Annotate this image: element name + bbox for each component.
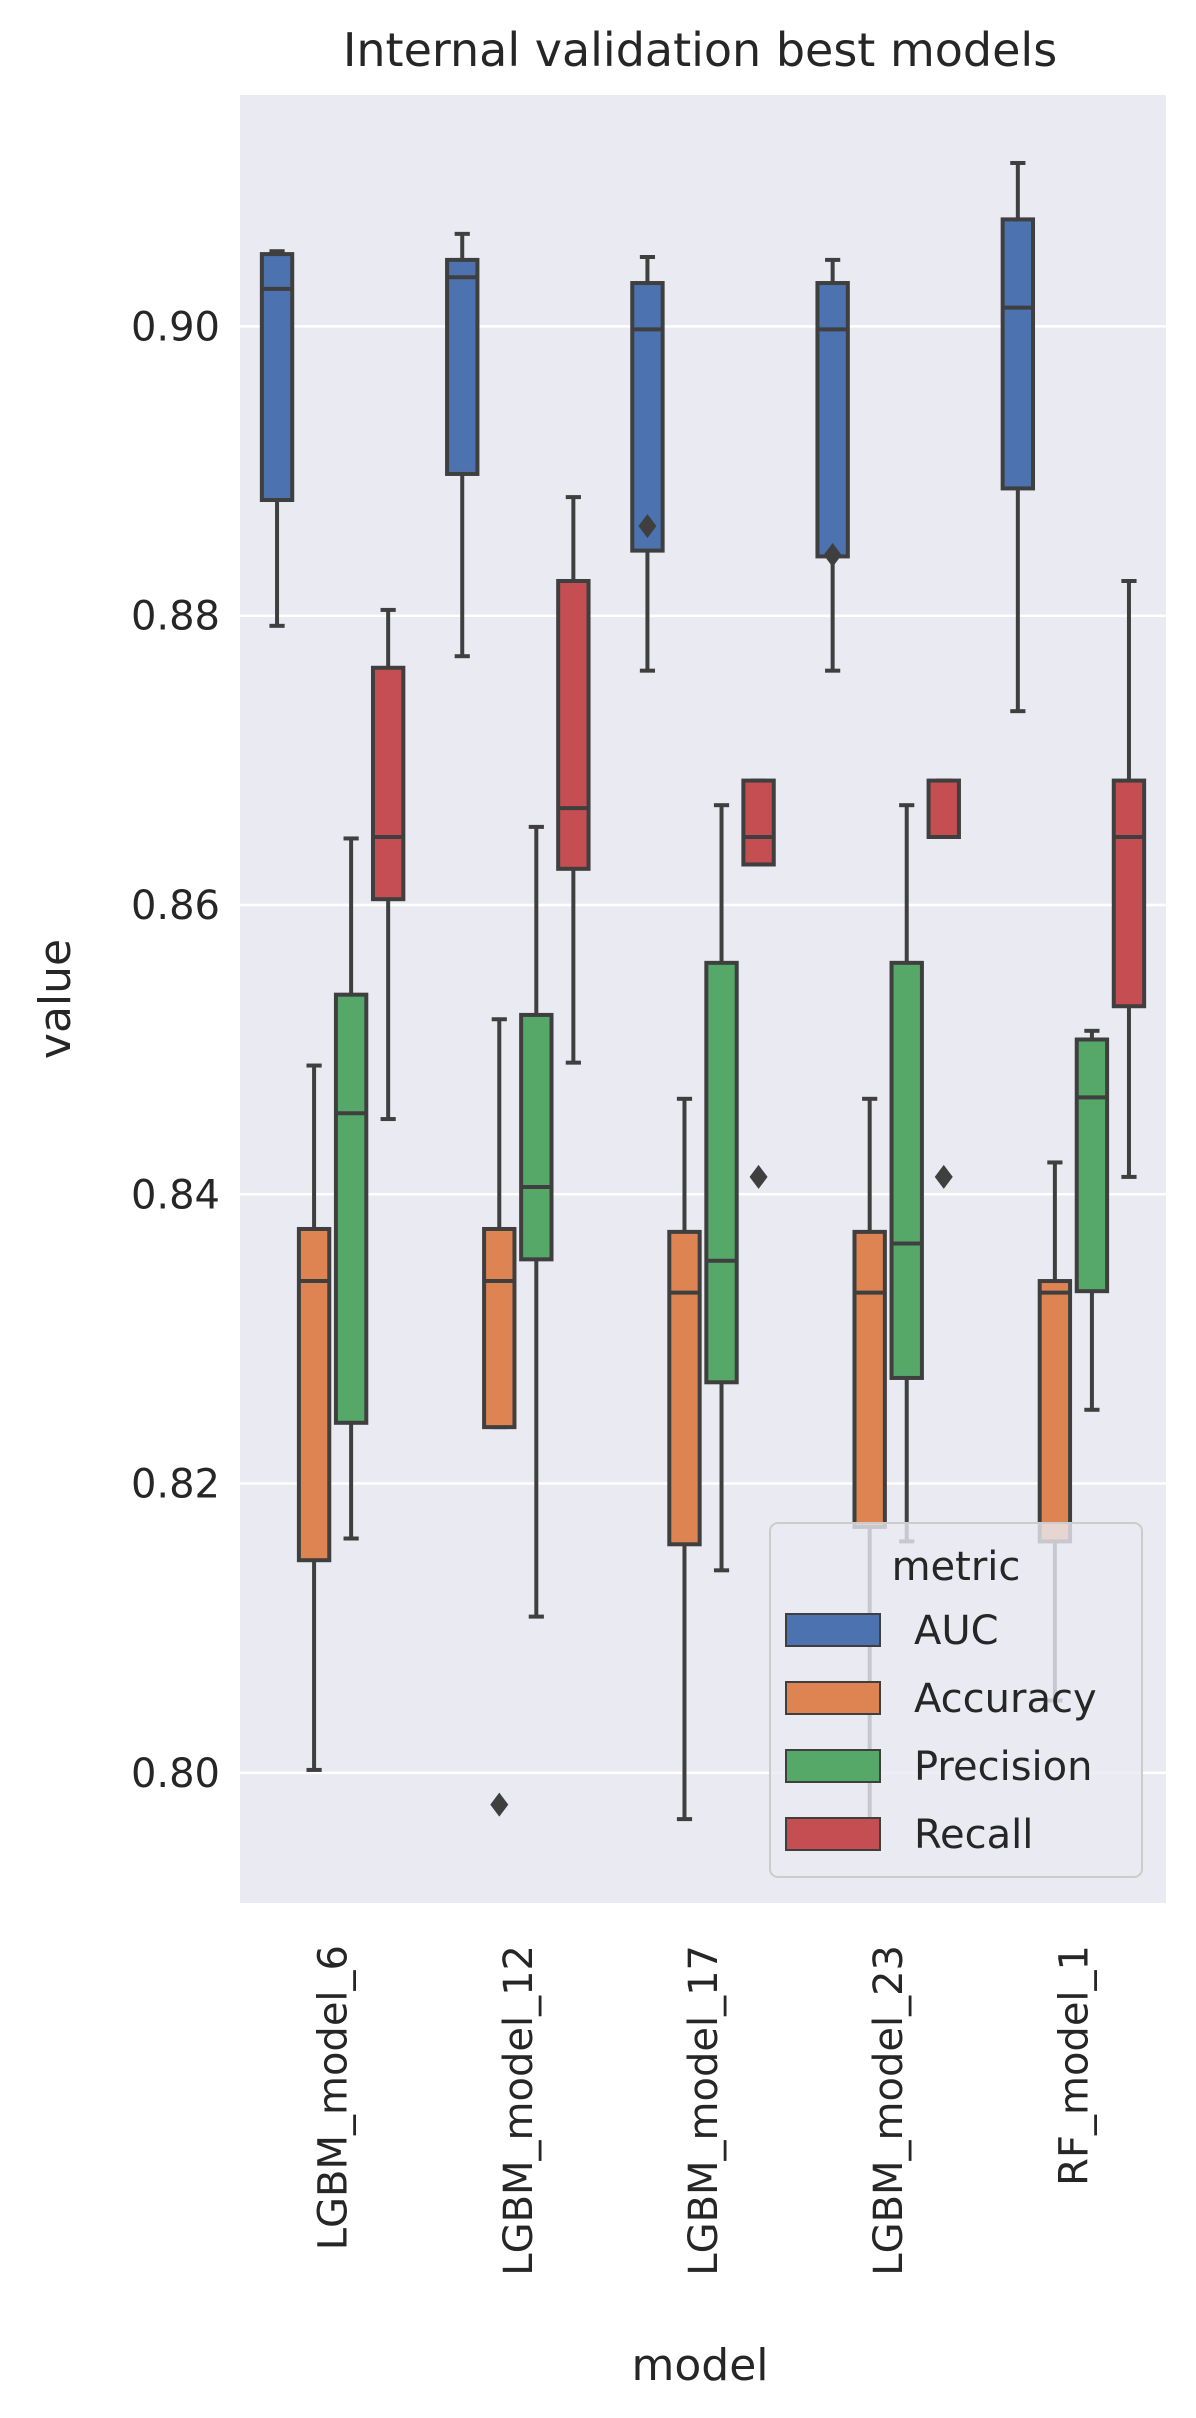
box-precision-lgbm_model_17 xyxy=(704,803,739,1573)
box-body xyxy=(296,1226,332,1563)
legend-label: Accuracy xyxy=(914,1676,1097,1722)
legend: metric AUC Accuracy Precision Recall xyxy=(769,1522,1143,1878)
legend-swatch xyxy=(785,1613,881,1647)
legend-label: AUC xyxy=(914,1608,999,1654)
box-auc-lgbm_model_12 xyxy=(445,231,480,659)
box-auc-lgbm_model_23 xyxy=(815,257,850,673)
box-body xyxy=(815,281,850,559)
box-body xyxy=(741,778,776,867)
outlier-point xyxy=(490,1792,509,1817)
legend-item-recall: Recall xyxy=(785,1812,1033,1858)
box-recall-lgbm_model_17 xyxy=(741,778,776,1189)
box-body xyxy=(889,960,924,1380)
y-axis-label: value xyxy=(30,939,81,1059)
y-tick-label: 0.88 xyxy=(131,594,220,640)
box-recall-lgbm_model_12 xyxy=(556,495,591,1065)
y-tick-labels: 0.80 0.82 0.84 0.86 0.88 0.90 xyxy=(131,304,220,1796)
y-tick-label: 0.90 xyxy=(131,304,220,350)
legend-label: Precision xyxy=(914,1744,1092,1790)
box-auc-lgbm_model_17 xyxy=(630,254,665,673)
x-axis-label: model xyxy=(631,2340,768,2391)
box-body xyxy=(259,252,295,502)
outlier-point xyxy=(823,542,842,567)
box-body xyxy=(1037,1279,1073,1544)
y-tick-label: 0.80 xyxy=(131,1751,220,1797)
box-recall-lgbm_model_6 xyxy=(370,607,406,1122)
box-body xyxy=(926,778,961,840)
box-body xyxy=(482,1226,517,1430)
y-tick-label: 0.86 xyxy=(131,883,220,929)
outlier-point xyxy=(934,1164,953,1189)
box-precision-lgbm_model_6 xyxy=(333,836,369,1541)
box-plots xyxy=(259,160,1147,1822)
x-tick-label: LGBM_model_6 xyxy=(311,1945,357,2250)
box-body xyxy=(445,257,480,476)
legend-item-precision: Precision xyxy=(785,1744,1092,1790)
box-auc-lgbm_model_6 xyxy=(259,249,295,628)
box-accuracy-lgbm_model_12 xyxy=(482,1017,517,1817)
box-recall-lgbm_model_23 xyxy=(926,778,961,1189)
box-body xyxy=(519,1012,554,1262)
box-body xyxy=(630,281,665,553)
x-tick-labels: LGBM_model_6 LGBM_model_12 LGBM_model_17 LG… xyxy=(311,1945,1098,2276)
legend-label: Recall xyxy=(914,1812,1033,1858)
box-accuracy-lgbm_model_6 xyxy=(296,1063,332,1772)
y-tick-label: 0.82 xyxy=(131,1462,220,1508)
box-precision-lgbm_model_12 xyxy=(519,824,554,1619)
box-body xyxy=(333,992,369,1425)
box-precision-rf_model_1 xyxy=(1074,1028,1110,1412)
x-tick-label: LGBM_model_23 xyxy=(866,1945,912,2276)
box-body xyxy=(556,578,591,871)
legend-item-auc: AUC xyxy=(785,1608,999,1654)
legend-swatch xyxy=(785,1817,881,1851)
legend-swatch xyxy=(785,1681,881,1715)
box-body xyxy=(1000,217,1036,491)
box-body xyxy=(852,1229,887,1529)
box-body xyxy=(704,960,739,1385)
legend-items: AUC Accuracy Precision Recall xyxy=(785,1608,1097,1858)
legend-title: metric xyxy=(892,1544,1021,1590)
box-body xyxy=(370,665,406,902)
box-auc-rf_model_1 xyxy=(1000,160,1036,714)
box-body xyxy=(1074,1037,1110,1294)
chart-title: Internal validation best models xyxy=(343,23,1057,77)
x-tick-label: RF_model_1 xyxy=(1051,1945,1097,2186)
y-tick-label: 0.84 xyxy=(131,1172,220,1218)
outlier-point xyxy=(749,1164,768,1189)
x-tick-label: LGBM_model_12 xyxy=(496,1945,542,2276)
box-accuracy-lgbm_model_17 xyxy=(667,1096,702,1822)
legend-item-accuracy: Accuracy xyxy=(785,1676,1097,1722)
legend-frame xyxy=(769,1522,1143,1878)
legend-swatch xyxy=(785,1749,881,1783)
x-tick-label: LGBM_model_17 xyxy=(681,1945,727,2276)
box-recall-rf_model_1 xyxy=(1111,578,1147,1179)
box-body xyxy=(1111,778,1147,1009)
outlier-point xyxy=(638,514,657,539)
box-body xyxy=(667,1229,702,1547)
